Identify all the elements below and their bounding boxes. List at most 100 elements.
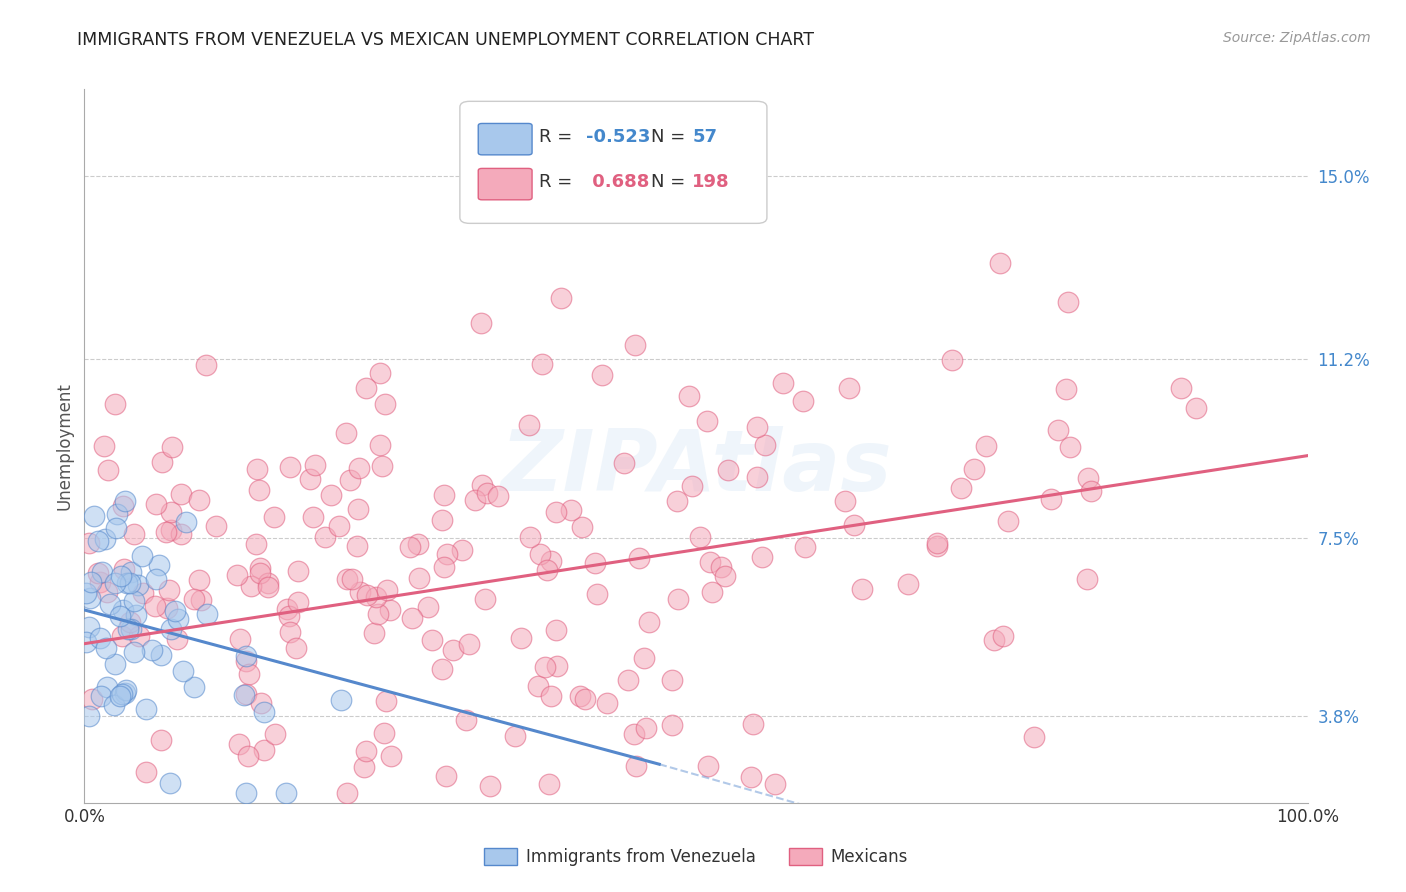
Text: Source: ZipAtlas.com: Source: ZipAtlas.com <box>1223 31 1371 45</box>
Point <box>319 488 342 502</box>
Point <box>583 557 606 571</box>
Point <box>118 575 141 590</box>
Point <box>373 726 395 740</box>
Point <box>120 565 142 579</box>
Point <box>83 509 105 524</box>
Point <box>517 418 540 433</box>
Text: R =: R = <box>540 128 572 146</box>
Text: 0.688: 0.688 <box>586 173 650 191</box>
Text: IMMIGRANTS FROM VENEZUELA VS MEXICAN UNEMPLOYMENT CORRELATION CHART: IMMIGRANTS FROM VENEZUELA VS MEXICAN UNE… <box>77 31 814 49</box>
Point <box>842 518 865 533</box>
Point <box>183 592 205 607</box>
Point <box>792 393 814 408</box>
Point <box>560 503 582 517</box>
Point <box>717 463 740 477</box>
Point <box>187 492 209 507</box>
Point <box>111 629 134 643</box>
Point <box>285 640 308 655</box>
Point <box>519 530 541 544</box>
Point <box>356 744 378 758</box>
Point <box>714 568 737 582</box>
Point <box>240 579 263 593</box>
Point <box>374 694 396 708</box>
Point <box>751 549 773 564</box>
Point <box>104 657 127 672</box>
Point <box>94 532 117 546</box>
Point <box>256 575 278 590</box>
Point <box>112 603 135 617</box>
Point <box>696 414 718 428</box>
Point <box>98 597 121 611</box>
Point <box>346 539 368 553</box>
Point <box>156 601 179 615</box>
Point <box>103 698 125 712</box>
Point <box>529 547 551 561</box>
Point <box>364 590 387 604</box>
Point <box>89 631 111 645</box>
Point <box>398 540 420 554</box>
Point <box>941 353 963 368</box>
Point <box>235 687 257 701</box>
Point <box>380 749 402 764</box>
Point <box>339 473 361 487</box>
Point <box>591 368 613 382</box>
Point <box>80 574 103 589</box>
Point <box>336 572 359 586</box>
Point <box>793 540 815 554</box>
Point <box>897 577 920 591</box>
Point <box>988 256 1011 270</box>
Point <box>132 586 155 600</box>
Point <box>430 513 453 527</box>
Point <box>623 727 645 741</box>
Point <box>253 705 276 719</box>
Point <box>546 658 568 673</box>
Point <box>149 733 172 747</box>
Point <box>108 608 131 623</box>
Point <box>754 438 776 452</box>
Point <box>111 687 134 701</box>
Point <box>925 536 948 550</box>
Point <box>471 478 494 492</box>
Point <box>550 291 572 305</box>
Point <box>328 518 350 533</box>
Point <box>148 558 170 572</box>
Point <box>666 494 689 508</box>
Point <box>79 708 101 723</box>
Point <box>834 493 856 508</box>
Point <box>122 594 145 608</box>
Point <box>927 539 949 553</box>
Point <box>638 615 661 629</box>
Point <box>145 599 167 613</box>
Point <box>166 632 188 647</box>
Text: R =: R = <box>540 173 572 191</box>
Point <box>617 673 640 688</box>
Point <box>1076 572 1098 586</box>
Point <box>278 625 301 640</box>
Point <box>433 559 456 574</box>
Point <box>122 645 145 659</box>
Point <box>346 502 368 516</box>
Point <box>430 662 453 676</box>
Point <box>124 527 146 541</box>
Point <box>253 743 276 757</box>
Point <box>340 572 363 586</box>
Point <box>77 536 100 550</box>
Point <box>613 456 636 470</box>
Point <box>160 506 183 520</box>
Point <box>401 611 423 625</box>
Point <box>368 438 391 452</box>
Point <box>302 510 325 524</box>
Point <box>689 531 711 545</box>
Y-axis label: Unemployment: Unemployment <box>55 382 73 510</box>
Text: -0.523: -0.523 <box>586 128 650 146</box>
Point <box>963 462 986 476</box>
Point <box>195 607 218 622</box>
Point <box>232 688 254 702</box>
Point <box>274 786 297 800</box>
Point <box>380 603 402 617</box>
Point <box>114 686 136 700</box>
Point <box>226 567 249 582</box>
Point <box>245 537 267 551</box>
Point <box>456 713 478 727</box>
Point <box>249 561 271 575</box>
